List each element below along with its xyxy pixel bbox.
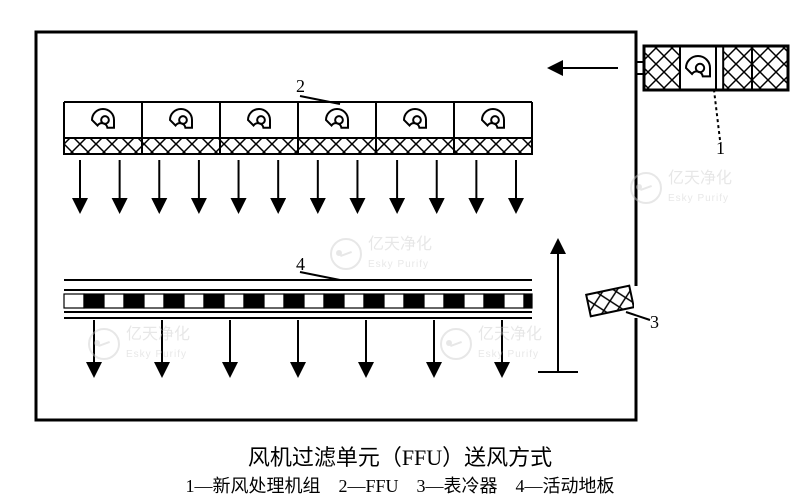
diagram-title: 风机过滤单元（FFU）送风方式 — [0, 440, 800, 472]
diagram-svg — [0, 0, 800, 440]
diagram-legend: 1—新风处理机组 2—FFU 3—表冷器 4—活动地板 — [0, 472, 800, 498]
label-2: 2 — [296, 76, 305, 97]
label-3: 3 — [650, 312, 659, 333]
label-1: 1 — [716, 138, 725, 159]
diagram-canvas: 2 4 1 3 风机过滤单元（FFU）送风方式 1—新风处理机组 2—FFU 3… — [0, 0, 800, 504]
label-4: 4 — [296, 254, 305, 275]
